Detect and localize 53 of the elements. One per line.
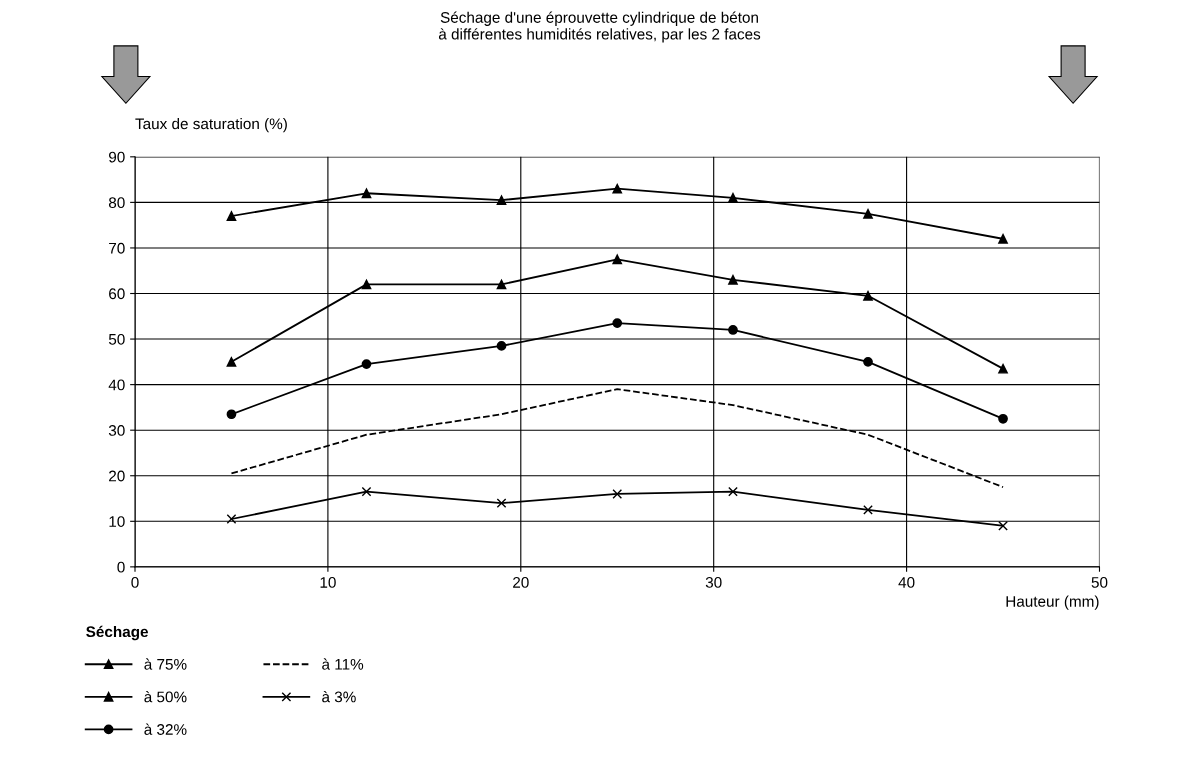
point xyxy=(496,498,507,508)
y-tick-label: 50 xyxy=(108,333,125,345)
point xyxy=(226,356,237,367)
point xyxy=(863,208,873,219)
point xyxy=(612,318,623,328)
point xyxy=(998,520,1008,531)
y-tick-label: 90 xyxy=(109,151,125,163)
x-axis-title: Hauteur (mm) xyxy=(1006,595,1099,610)
chart-title: Séchage d'une éprouvette cylindrique de béton à différentes humidités relatives, par les 2 faces xyxy=(438,11,761,43)
point xyxy=(863,356,873,367)
x-tick-label: 10 xyxy=(320,576,336,588)
point xyxy=(226,409,237,420)
x-tick-label: 0 xyxy=(131,576,139,588)
legend-label: à 3% xyxy=(322,690,356,703)
x-tick-label: 30 xyxy=(705,576,722,588)
y-tick-label: 20 xyxy=(109,470,125,482)
point xyxy=(361,359,372,369)
y-axis-title: Taux de saturation (%) xyxy=(135,117,287,133)
point xyxy=(728,274,738,285)
legend-title: Séchage xyxy=(86,625,149,641)
point xyxy=(998,363,1008,374)
point xyxy=(998,413,1008,424)
point xyxy=(496,341,507,351)
legend-label: à 32% xyxy=(144,723,187,735)
x-tick-label: 50 xyxy=(1091,576,1108,588)
point xyxy=(612,489,623,499)
x-tick-label: 20 xyxy=(513,576,529,588)
point xyxy=(863,505,873,515)
y-tick-label: 0 xyxy=(117,561,125,573)
point xyxy=(496,195,507,205)
y-tick-label: 70 xyxy=(109,242,125,254)
x-tick-label: 40 xyxy=(898,576,915,588)
point xyxy=(728,486,738,497)
y-tick-label: 10 xyxy=(109,516,125,527)
point xyxy=(226,211,237,221)
point xyxy=(612,254,623,265)
point xyxy=(728,192,738,203)
legend-label: à 75% xyxy=(144,658,187,670)
y-tick-label: 30 xyxy=(108,425,125,436)
y-tick-label: 40 xyxy=(108,379,125,391)
y-tick-label: 60 xyxy=(109,288,125,300)
point xyxy=(728,325,738,335)
point xyxy=(612,183,623,194)
point xyxy=(998,233,1008,244)
legend-label: à 11% xyxy=(322,658,364,670)
point xyxy=(226,514,237,524)
point xyxy=(361,279,372,290)
legend-label: à 50% xyxy=(144,690,187,703)
point xyxy=(361,188,372,199)
point xyxy=(361,486,372,497)
point xyxy=(863,290,873,301)
y-tick-label: 80 xyxy=(108,197,125,209)
point xyxy=(496,279,507,290)
